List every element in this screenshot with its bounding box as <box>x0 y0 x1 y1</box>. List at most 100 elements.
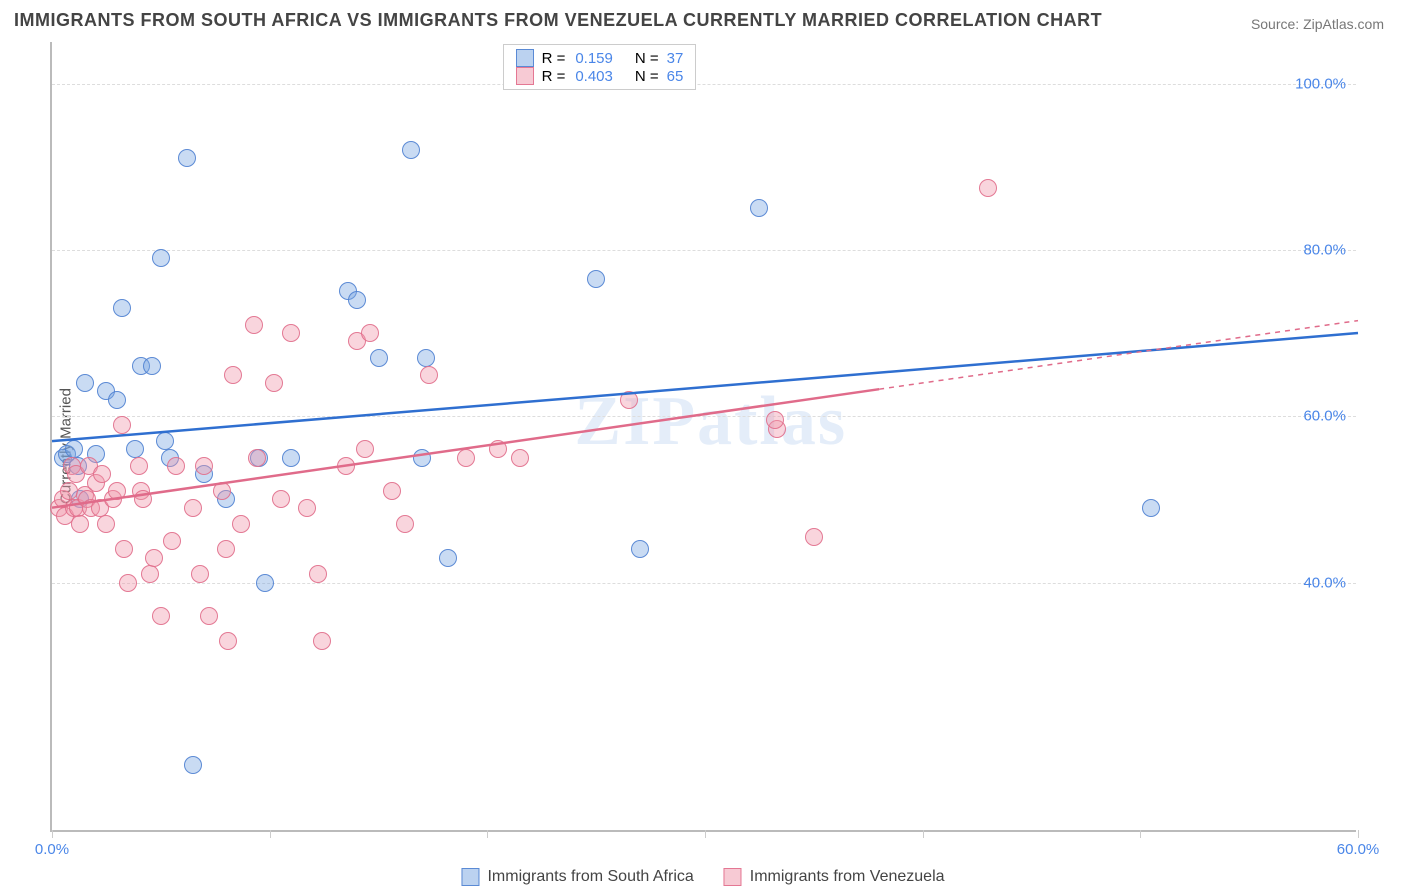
legend-row: R = 0.403 N = 65 <box>516 67 684 85</box>
scatter-point <box>282 449 300 467</box>
scatter-point <box>265 374 283 392</box>
scatter-point <box>587 270 605 288</box>
y-tick-label: 60.0% <box>1303 408 1346 425</box>
scatter-point <box>309 565 327 583</box>
scatter-point <box>313 632 331 650</box>
n-label: N = <box>635 50 659 67</box>
scatter-point <box>126 440 144 458</box>
scatter-point <box>370 349 388 367</box>
legend-item-south-africa: Immigrants from South Africa <box>461 868 693 886</box>
scatter-point <box>113 416 131 434</box>
scatter-point <box>108 391 126 409</box>
trendline-dashed <box>879 321 1358 390</box>
scatter-point <box>620 391 638 409</box>
scatter-point <box>420 366 438 384</box>
scatter-point <box>76 374 94 392</box>
scatter-point <box>272 490 290 508</box>
x-tick-mark <box>1358 830 1359 838</box>
scatter-point <box>213 482 231 500</box>
scatter-point <box>402 141 420 159</box>
chart-title: IMMIGRANTS FROM SOUTH AFRICA VS IMMIGRAN… <box>14 10 1102 31</box>
scatter-point <box>108 482 126 500</box>
swatch-icon <box>516 67 534 85</box>
scatter-point <box>805 528 823 546</box>
scatter-point <box>119 574 137 592</box>
scatter-point <box>141 565 159 583</box>
scatter-point <box>248 449 266 467</box>
scatter-point <box>232 515 250 533</box>
scatter-point <box>152 607 170 625</box>
scatter-point <box>195 457 213 475</box>
scatter-point <box>97 515 115 533</box>
scatter-point <box>134 490 152 508</box>
scatter-point <box>143 357 161 375</box>
scatter-point <box>356 440 374 458</box>
scatter-point <box>298 499 316 517</box>
scatter-point <box>145 549 163 567</box>
scatter-point <box>156 432 174 450</box>
legend-bottom: Immigrants from South Africa Immigrants … <box>461 868 944 886</box>
gridline <box>52 84 1356 85</box>
scatter-point <box>184 756 202 774</box>
n-label: N = <box>635 68 659 85</box>
y-tick-label: 40.0% <box>1303 574 1346 591</box>
scatter-point <box>383 482 401 500</box>
scatter-point <box>224 366 242 384</box>
scatter-point <box>511 449 529 467</box>
scatter-point <box>631 540 649 558</box>
scatter-point <box>167 457 185 475</box>
r-value: 0.403 <box>575 68 613 85</box>
scatter-point <box>163 532 181 550</box>
r-value: 0.159 <box>575 50 613 67</box>
scatter-point <box>766 411 784 429</box>
scatter-point <box>337 457 355 475</box>
scatter-point <box>417 349 435 367</box>
scatter-point <box>217 540 235 558</box>
gridline <box>52 416 1356 417</box>
scatter-point <box>1142 499 1160 517</box>
scatter-point <box>113 299 131 317</box>
legend-item-venezuela: Immigrants from Venezuela <box>724 868 945 886</box>
plot-area: ZIPatlas 40.0%60.0%80.0%100.0%0.0%60.0%R… <box>50 42 1356 832</box>
n-value: 37 <box>667 50 684 67</box>
scatter-point <box>256 574 274 592</box>
scatter-point <box>219 632 237 650</box>
scatter-point <box>457 449 475 467</box>
scatter-point <box>489 440 507 458</box>
legend-label: Immigrants from South Africa <box>487 868 693 886</box>
x-tick-label: 0.0% <box>35 841 69 858</box>
gridline <box>52 250 1356 251</box>
x-tick-mark <box>52 830 53 838</box>
x-tick-mark <box>1140 830 1141 838</box>
r-label: R = <box>542 68 566 85</box>
x-tick-mark <box>270 830 271 838</box>
scatter-point <box>439 549 457 567</box>
scatter-point <box>65 440 83 458</box>
legend-row: R = 0.159 N = 37 <box>516 49 684 67</box>
source-label: Source: ZipAtlas.com <box>1251 16 1384 32</box>
watermark-text: ZIPatlas <box>574 382 847 462</box>
scatter-point <box>152 249 170 267</box>
scatter-point <box>361 324 379 342</box>
swatch-icon <box>516 49 534 67</box>
scatter-point <box>200 607 218 625</box>
x-tick-mark <box>705 830 706 838</box>
trendline <box>52 333 1358 441</box>
trend-overlay <box>52 42 1358 832</box>
scatter-point <box>245 316 263 334</box>
correlation-legend: R = 0.159 N = 37 R = 0.403 N = 65 <box>503 44 697 90</box>
scatter-point <box>115 540 133 558</box>
gridline <box>52 583 1356 584</box>
r-label: R = <box>542 50 566 67</box>
scatter-point <box>979 179 997 197</box>
n-value: 65 <box>667 68 684 85</box>
scatter-point <box>178 149 196 167</box>
scatter-point <box>191 565 209 583</box>
legend-label: Immigrants from Venezuela <box>750 868 945 886</box>
scatter-point <box>348 291 366 309</box>
scatter-point <box>750 199 768 217</box>
swatch-icon <box>461 868 479 886</box>
scatter-point <box>130 457 148 475</box>
scatter-point <box>282 324 300 342</box>
scatter-point <box>396 515 414 533</box>
